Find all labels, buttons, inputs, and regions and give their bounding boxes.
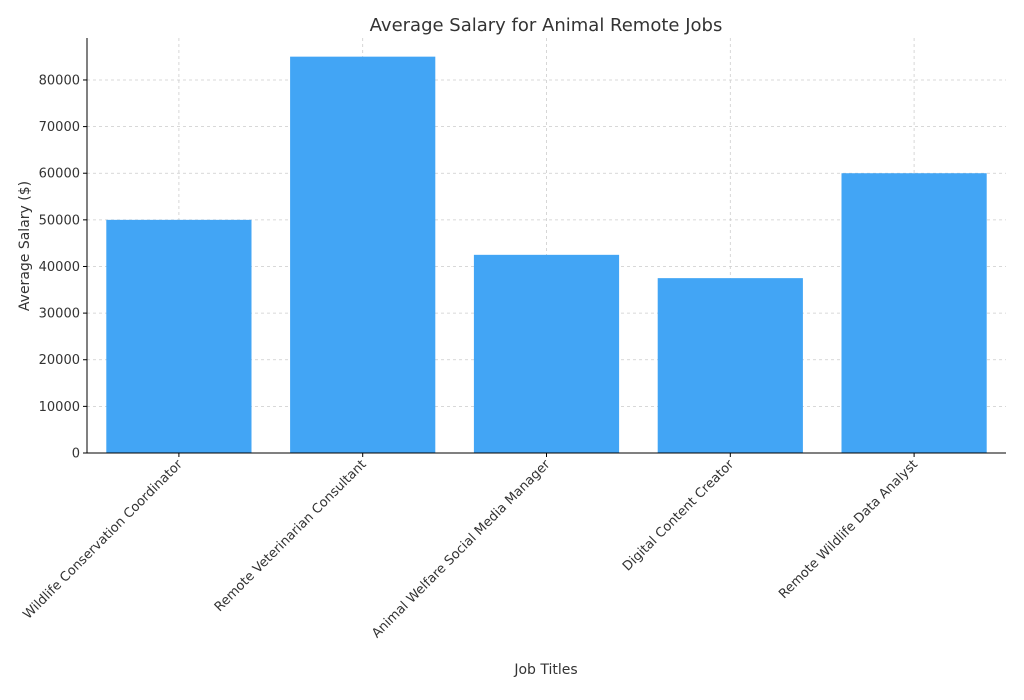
y-axis-title: Average Salary ($) (17, 181, 33, 311)
y-tick-label-1: 0 (72, 447, 80, 462)
x-axis-title: Job Titles (513, 662, 577, 678)
bars (106, 56, 987, 454)
bar-2 (290, 56, 436, 454)
x-tick-label-2: Remote Veterinarian Consultant (212, 457, 370, 615)
bar-5 (841, 173, 987, 453)
chart-title: Average Salary for Animal Remote Jobs (370, 15, 723, 36)
y-tick-label-7: 60000 (39, 167, 80, 182)
y-tick-label-5: 40000 (39, 260, 80, 275)
y-tick-label-3: 20000 (39, 353, 80, 368)
bar-1 (106, 219, 252, 453)
x-tick-label-1: Wildlife Conservation Coordinator (21, 457, 187, 623)
y-tick-label-8: 70000 (39, 120, 80, 135)
y-tick-label-9: 80000 (39, 73, 80, 88)
x-tick-label-3: Animal Welfare Social Media Manager (369, 457, 554, 642)
x-tick-label-5: Remote Wildlife Data Analyst (776, 457, 921, 602)
y-tick-label-2: 10000 (39, 400, 80, 415)
x-tick-label-4: Digital Content Creator (620, 457, 738, 575)
bar-4 (657, 278, 803, 453)
x-tick-labels: Wildlife Conservation Coordinator Remote … (21, 453, 921, 641)
y-ticks: 0 10000 20000 30000 40000 50000 60000 70000 8000… (39, 73, 87, 462)
y-tick-label-6: 50000 (39, 213, 80, 228)
bar-3 (473, 254, 620, 453)
y-tick-label-4: 30000 (39, 307, 80, 322)
